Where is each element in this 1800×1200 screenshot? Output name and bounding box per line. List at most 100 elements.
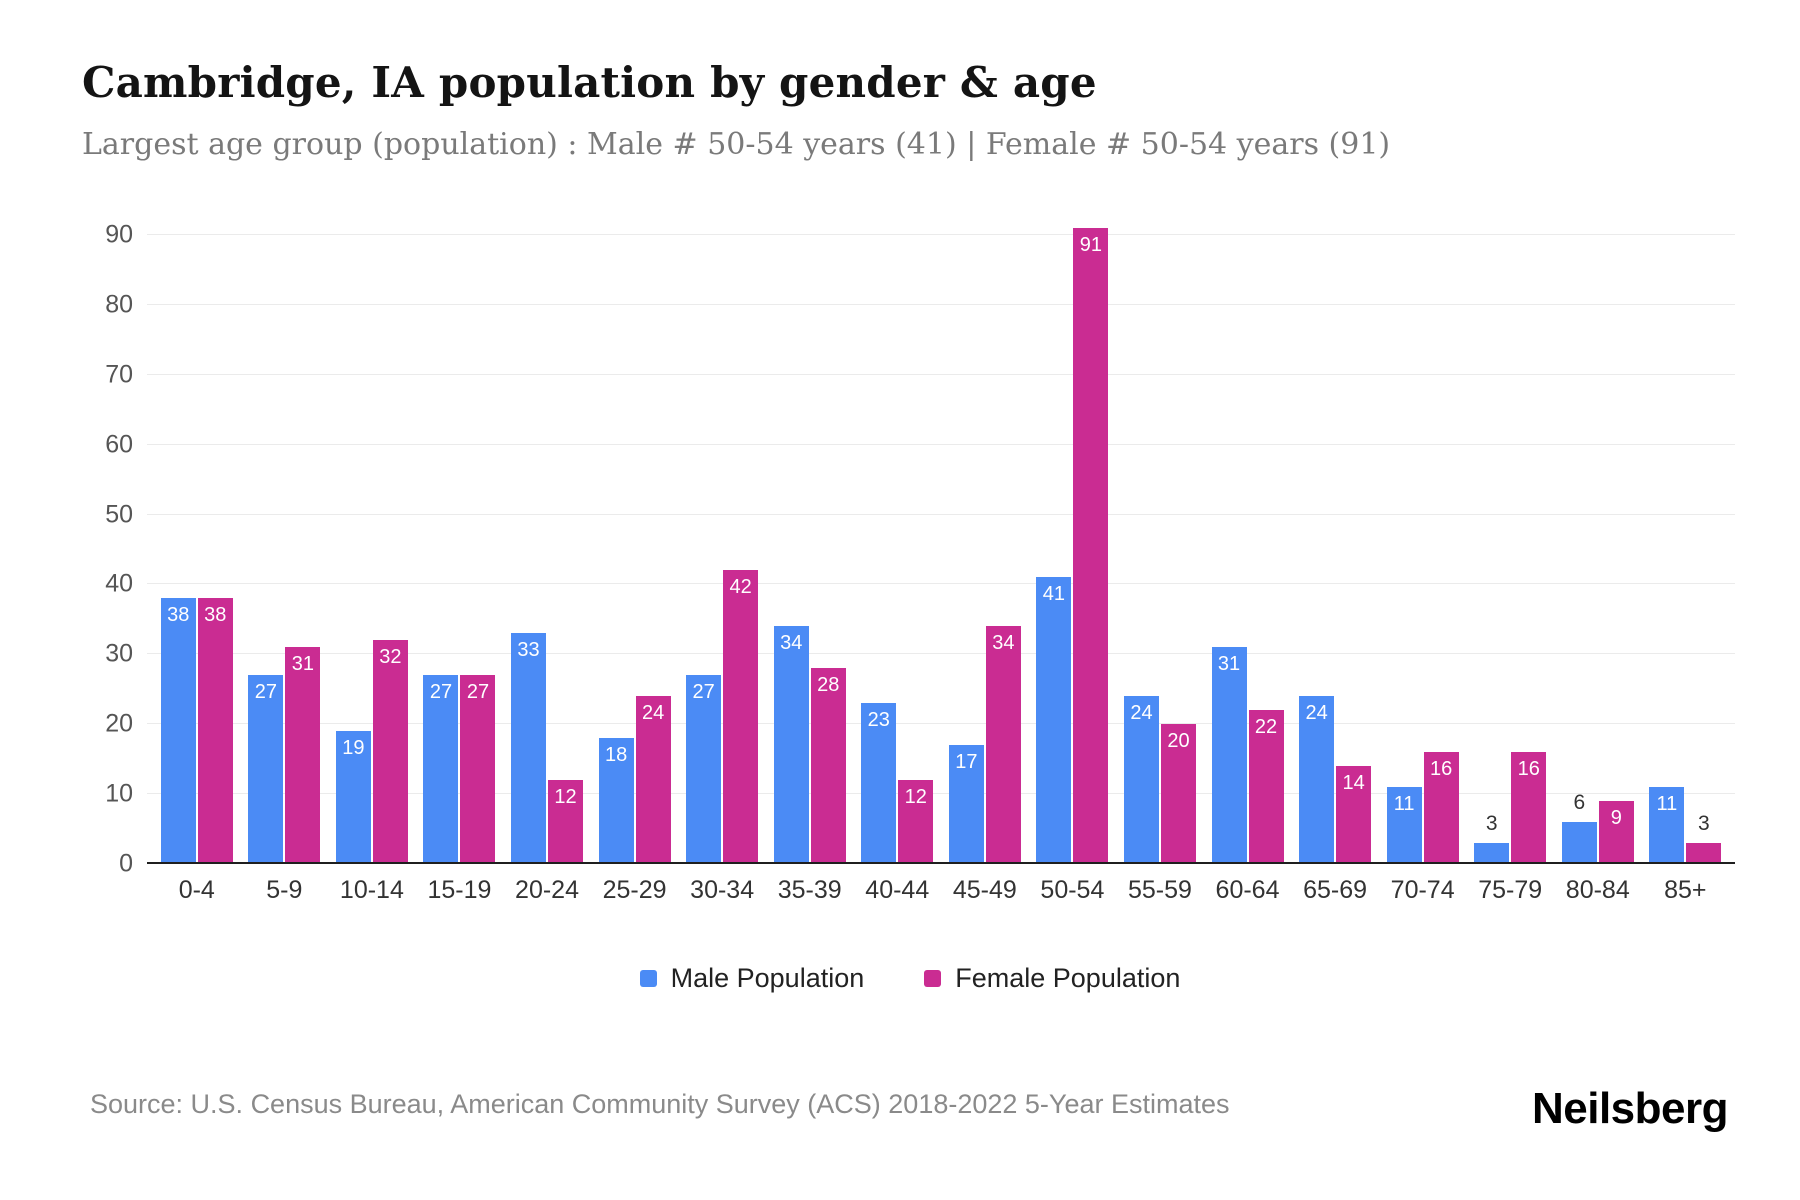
x-tick-label-45-49: 45-49 (952, 876, 1017, 904)
bar-female-5-9: 31 (285, 647, 321, 864)
x-tick-label-40-44: 40-44 (865, 876, 930, 904)
bar-value-label: 27 (466, 681, 490, 704)
bar-group-60-64: 31 22 (1204, 214, 1292, 864)
bar-male-60-64: 31 (1211, 647, 1247, 864)
bar-value-label: 23 (867, 709, 890, 732)
bar-value-label: 22 (1254, 716, 1278, 739)
bar-female-65-69: 14 (1336, 766, 1372, 864)
bar-male-5-9: 27 (248, 675, 284, 864)
bar-group-0-4: 38 38 (153, 214, 241, 864)
bar-value-label: 31 (1217, 653, 1241, 676)
bar-male-25-29: 18 (598, 738, 634, 864)
gridline (147, 513, 1735, 515)
legend-item-female[interactable]: Female Population (924, 963, 1180, 994)
bar-value-label: 6 (1573, 791, 1586, 815)
x-tick-label-5-9: 5-9 (266, 876, 303, 904)
bar-group-15-19: 27 27 (416, 214, 504, 864)
legend-label: Male Population (670, 963, 865, 993)
x-tick-label-0-4: 0-4 (178, 876, 215, 904)
bar-group-5-9: 27 31 (241, 214, 329, 864)
bar-value-label: 33 (517, 639, 540, 662)
y-axis: 0 10 20 30 40 50 60 70 80 90 (85, 214, 147, 877)
bar-value-label: 24 (1305, 702, 1328, 725)
brand-logo: Neilsberg (1531, 1084, 1729, 1133)
plot-area: 38 38 27 31 19 32 27 27 33 12 18 24 27 42 34 28 23 12 17 34… (147, 214, 1735, 864)
x-tick-label-25-29: 25-29 (602, 876, 667, 904)
bar-group-25-29: 18 24 (591, 214, 679, 864)
source-text: Source: U.S. Census Bureau, American Com… (90, 1089, 1230, 1119)
bar-value-label: 32 (379, 646, 402, 669)
x-axis-baseline (147, 862, 1735, 864)
bar-female-85+: 3 (1686, 812, 1722, 864)
bar-group-50-54: 41 91 (1029, 214, 1117, 864)
bar-female-60-64: 22 (1248, 710, 1284, 864)
legend-swatch-icon (639, 970, 657, 987)
bar-male-70-74: 11 (1386, 787, 1422, 864)
bar-value-label: 27 (254, 681, 277, 704)
bar-value-label: 41 (1042, 583, 1066, 606)
bar-group-70-74: 11 16 (1379, 214, 1467, 864)
bar-male-85+: 11 (1649, 787, 1685, 864)
bar-female-50-54: 91 (1073, 227, 1109, 864)
y-tick-label: 20 (105, 709, 133, 738)
bar-value-label: 14 (1342, 772, 1365, 795)
bar-value-label: 18 (604, 744, 628, 767)
bar-female-25-29: 24 (635, 696, 671, 864)
bar-value-label: 17 (955, 751, 978, 774)
bar-female-15-19: 27 (460, 675, 496, 864)
x-tick-label-30-34: 30-34 (690, 876, 755, 904)
bar-group-55-59: 24 20 (1116, 214, 1204, 864)
bar-group-75-79: 3 16 (1466, 214, 1554, 864)
bar-value-label: 20 (1167, 730, 1190, 753)
bar-value-label: 3 (1485, 812, 1498, 836)
bar-female-75-79: 16 (1511, 752, 1547, 864)
bar-value-label: 27 (429, 681, 453, 704)
page-subtitle: Largest age group (population) : Male # … (82, 127, 1391, 162)
chart-header: Cambridge, IA population by gender & age… (0, 0, 1800, 162)
bar-value-label: 24 (641, 702, 665, 725)
page-title: Cambridge, IA population by gender & age (82, 58, 1097, 107)
legend-item-male[interactable]: Male Population (639, 963, 865, 994)
x-axis: 0-4 5-9 10-14 15-19 20-24 25-29 30-34 35-39 40-4… (147, 876, 1735, 905)
bar-value-label: 11 (1656, 793, 1678, 816)
bar-female-30-34: 42 (723, 570, 759, 864)
bar-female-55-59: 20 (1160, 724, 1196, 864)
bar-group-85+: 11 3 (1642, 214, 1730, 864)
bar-group-40-44: 23 12 (854, 214, 942, 864)
bar-male-40-44: 23 (861, 703, 897, 864)
bar-group-65-69: 24 14 (1291, 214, 1379, 864)
bar-group-30-34: 27 42 (678, 214, 766, 864)
bar-value-label: 34 (992, 632, 1015, 655)
bar-male-30-34: 27 (686, 675, 722, 864)
bar-value-label: 12 (554, 786, 577, 809)
gridline (147, 303, 1735, 305)
x-tick-label-20-24: 20-24 (515, 876, 579, 904)
bar-value-label: 42 (729, 576, 752, 599)
y-tick-label: 30 (105, 639, 133, 668)
y-tick-label: 40 (105, 569, 133, 598)
y-tick-label: 10 (105, 779, 133, 808)
bar-value-label: 12 (904, 786, 927, 809)
x-tick-label-75-79: 75-79 (1478, 876, 1543, 904)
bar-value-label: 9 (1610, 807, 1622, 830)
y-tick-label: 50 (105, 500, 133, 529)
x-tick-label-80-84: 80-84 (1565, 876, 1630, 904)
bar-male-45-49: 17 (948, 745, 984, 864)
gridline (147, 793, 1735, 795)
bar-female-20-24: 12 (548, 780, 584, 864)
gridline (147, 233, 1735, 235)
x-tick-label-85+: 85+ (1664, 876, 1707, 904)
gridlines (147, 214, 1735, 864)
legend-label: Female Population (955, 963, 1181, 993)
bar-female-10-14: 32 (372, 640, 408, 864)
bar-value-label: 28 (817, 674, 840, 697)
bar-male-80-84: 6 (1561, 791, 1597, 864)
plot-wrap: 0 10 20 30 40 50 60 70 80 90 38 38 27 31 19 32 27 27 33 12… (85, 214, 1735, 878)
x-tick-label-60-64: 60-64 (1215, 876, 1280, 904)
bar-female-0-4: 38 (197, 598, 233, 864)
x-tick-label-65-69: 65-69 (1303, 876, 1368, 904)
gridline (147, 723, 1735, 725)
y-tick-label: 0 (119, 849, 133, 878)
gridline (147, 653, 1735, 655)
